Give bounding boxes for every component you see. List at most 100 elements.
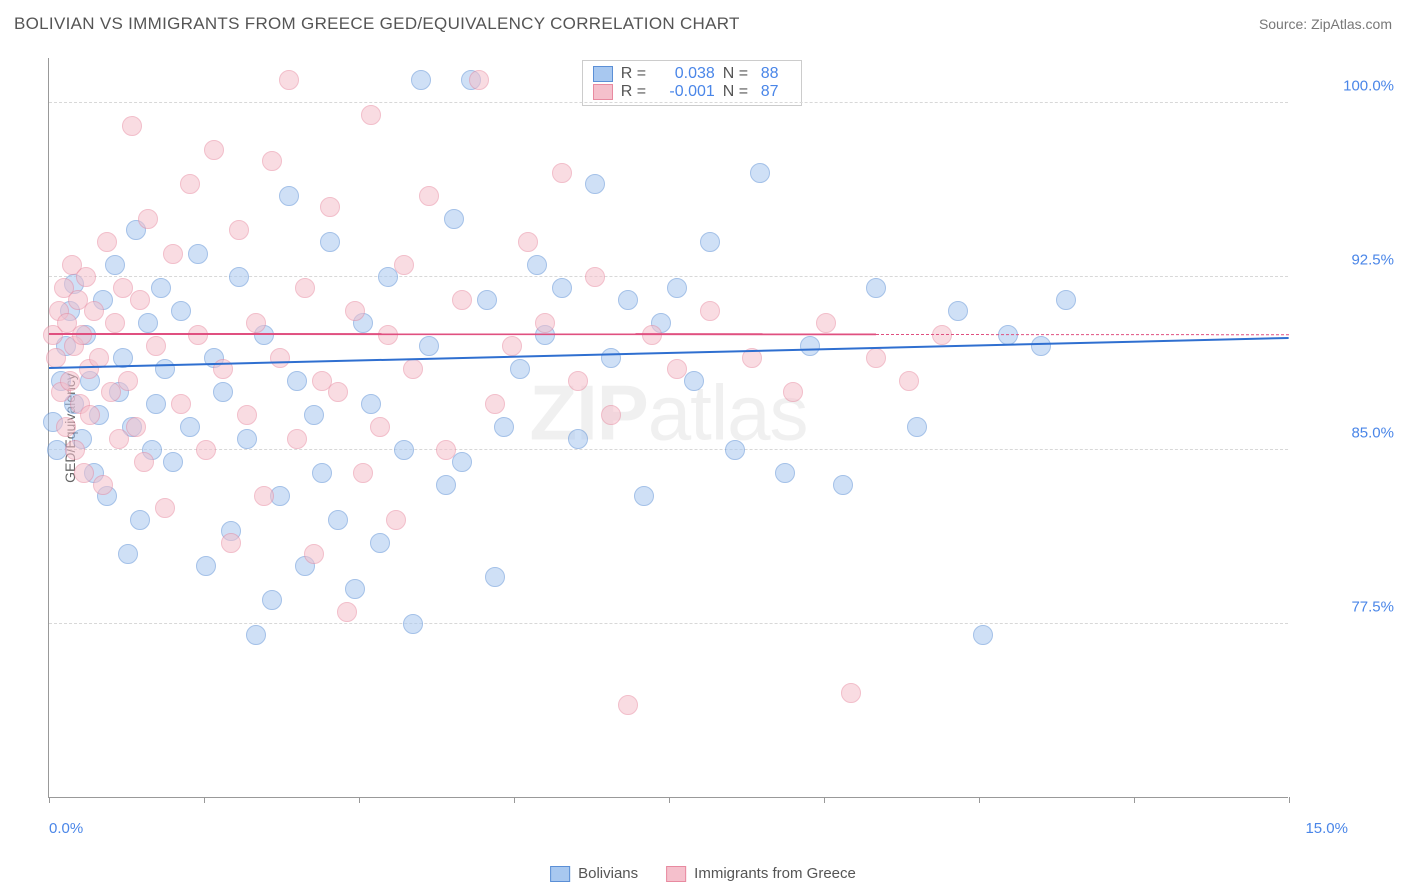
data-point <box>237 405 257 425</box>
correlation-stats-box: R = 0.038 N = 88 R = -0.001 N = 87 <box>582 60 802 106</box>
data-point <box>262 590 282 610</box>
data-point <box>105 255 125 275</box>
data-point <box>287 371 307 391</box>
data-point <box>221 533 241 553</box>
y-tick-label: 77.5% <box>1298 598 1394 615</box>
trend-line <box>49 333 876 335</box>
data-point <box>262 151 282 171</box>
data-point <box>118 544 138 564</box>
data-point <box>370 533 390 553</box>
data-point <box>105 313 125 333</box>
data-point <box>304 544 324 564</box>
data-point <box>163 452 183 472</box>
data-point <box>126 417 146 437</box>
stat-label-r: R = <box>621 65 649 83</box>
gridline <box>49 276 1288 277</box>
data-point <box>79 359 99 379</box>
data-point <box>295 278 315 298</box>
data-point <box>64 336 84 356</box>
swatch-series-0 <box>593 66 613 82</box>
data-point <box>1031 336 1051 356</box>
data-point <box>601 405 621 425</box>
data-point <box>204 140 224 160</box>
data-point <box>485 567 505 587</box>
data-point <box>667 359 687 379</box>
data-point <box>62 255 82 275</box>
data-point <box>700 301 720 321</box>
data-point <box>84 301 104 321</box>
data-point <box>866 278 886 298</box>
data-point <box>866 348 886 368</box>
gridline <box>49 102 1288 103</box>
data-point <box>163 244 183 264</box>
data-point <box>518 232 538 252</box>
data-point <box>775 463 795 483</box>
data-point <box>394 440 414 460</box>
data-point <box>155 498 175 518</box>
x-tick <box>669 797 670 803</box>
chart-source: Source: ZipAtlas.com <box>1259 16 1392 32</box>
chart-title: BOLIVIAN VS IMMIGRANTS FROM GREECE GED/E… <box>14 14 740 34</box>
chart-header: BOLIVIAN VS IMMIGRANTS FROM GREECE GED/E… <box>0 0 1406 48</box>
y-tick-label: 92.5% <box>1298 251 1394 268</box>
data-point <box>312 463 332 483</box>
data-point <box>328 510 348 530</box>
data-point <box>386 510 406 530</box>
data-point <box>196 440 216 460</box>
data-point <box>56 336 76 356</box>
data-point <box>552 163 572 183</box>
data-point <box>394 255 414 275</box>
data-point <box>667 278 687 298</box>
watermark: ZIPatlas <box>529 367 807 458</box>
data-point <box>122 417 142 437</box>
data-point <box>502 336 522 356</box>
stat-label-n: N = <box>723 83 751 101</box>
data-point <box>54 278 74 298</box>
data-point <box>138 313 158 333</box>
data-point <box>196 556 216 576</box>
data-point <box>49 301 69 321</box>
data-point <box>361 105 381 125</box>
data-point <box>295 556 315 576</box>
data-point <box>80 371 100 391</box>
data-point <box>113 278 133 298</box>
data-point <box>345 301 365 321</box>
data-point <box>213 382 233 402</box>
data-point <box>469 70 489 90</box>
data-point <box>510 359 530 379</box>
data-point <box>461 70 481 90</box>
data-point <box>345 579 365 599</box>
data-point <box>370 417 390 437</box>
data-point <box>353 463 373 483</box>
data-point <box>378 267 398 287</box>
data-point <box>229 267 249 287</box>
data-point <box>725 440 745 460</box>
legend-label-0: Bolivians <box>578 865 638 882</box>
data-point <box>237 429 257 449</box>
data-point <box>337 602 357 622</box>
data-point <box>80 405 100 425</box>
data-point <box>180 174 200 194</box>
data-point <box>246 313 266 333</box>
data-point <box>527 255 547 275</box>
data-point <box>109 429 129 449</box>
data-point <box>585 267 605 287</box>
data-point <box>89 405 109 425</box>
stat-label-r: R = <box>621 83 649 101</box>
data-point <box>118 371 138 391</box>
swatch-icon <box>666 866 686 882</box>
data-point <box>188 244 208 264</box>
data-point <box>246 625 266 645</box>
data-point <box>60 301 80 321</box>
data-point <box>76 267 96 287</box>
data-point <box>134 452 154 472</box>
data-point <box>57 313 77 333</box>
legend-label-1: Immigrants from Greece <box>694 865 856 882</box>
data-point <box>130 510 150 530</box>
stat-n-0: 88 <box>761 65 791 83</box>
data-point <box>229 220 249 240</box>
swatch-series-1 <box>593 84 613 100</box>
data-point <box>287 429 307 449</box>
data-point <box>146 336 166 356</box>
gridline <box>49 623 1288 624</box>
